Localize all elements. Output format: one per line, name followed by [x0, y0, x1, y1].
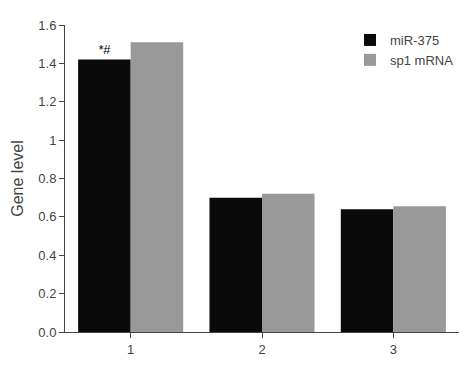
svg-text:3: 3	[390, 342, 397, 357]
svg-text:1.6: 1.6	[38, 18, 56, 33]
svg-text:2: 2	[258, 342, 265, 357]
svg-text:miR-375: miR-375	[390, 33, 439, 48]
svg-text:sp1 mRNA: sp1 mRNA	[390, 53, 453, 68]
svg-text:1.2: 1.2	[38, 94, 56, 109]
svg-text:0.6: 0.6	[38, 209, 56, 224]
svg-text:0.8: 0.8	[38, 171, 56, 186]
svg-text:Gene level: Gene level	[9, 140, 26, 217]
svg-text:*#: *#	[98, 42, 111, 57]
svg-text:0.2: 0.2	[38, 286, 56, 301]
svg-text:0.0: 0.0	[38, 325, 56, 340]
svg-text:1: 1	[127, 342, 134, 357]
svg-text:1: 1	[49, 133, 56, 148]
svg-text:1.4: 1.4	[38, 56, 56, 71]
svg-text:0.4: 0.4	[38, 248, 56, 263]
